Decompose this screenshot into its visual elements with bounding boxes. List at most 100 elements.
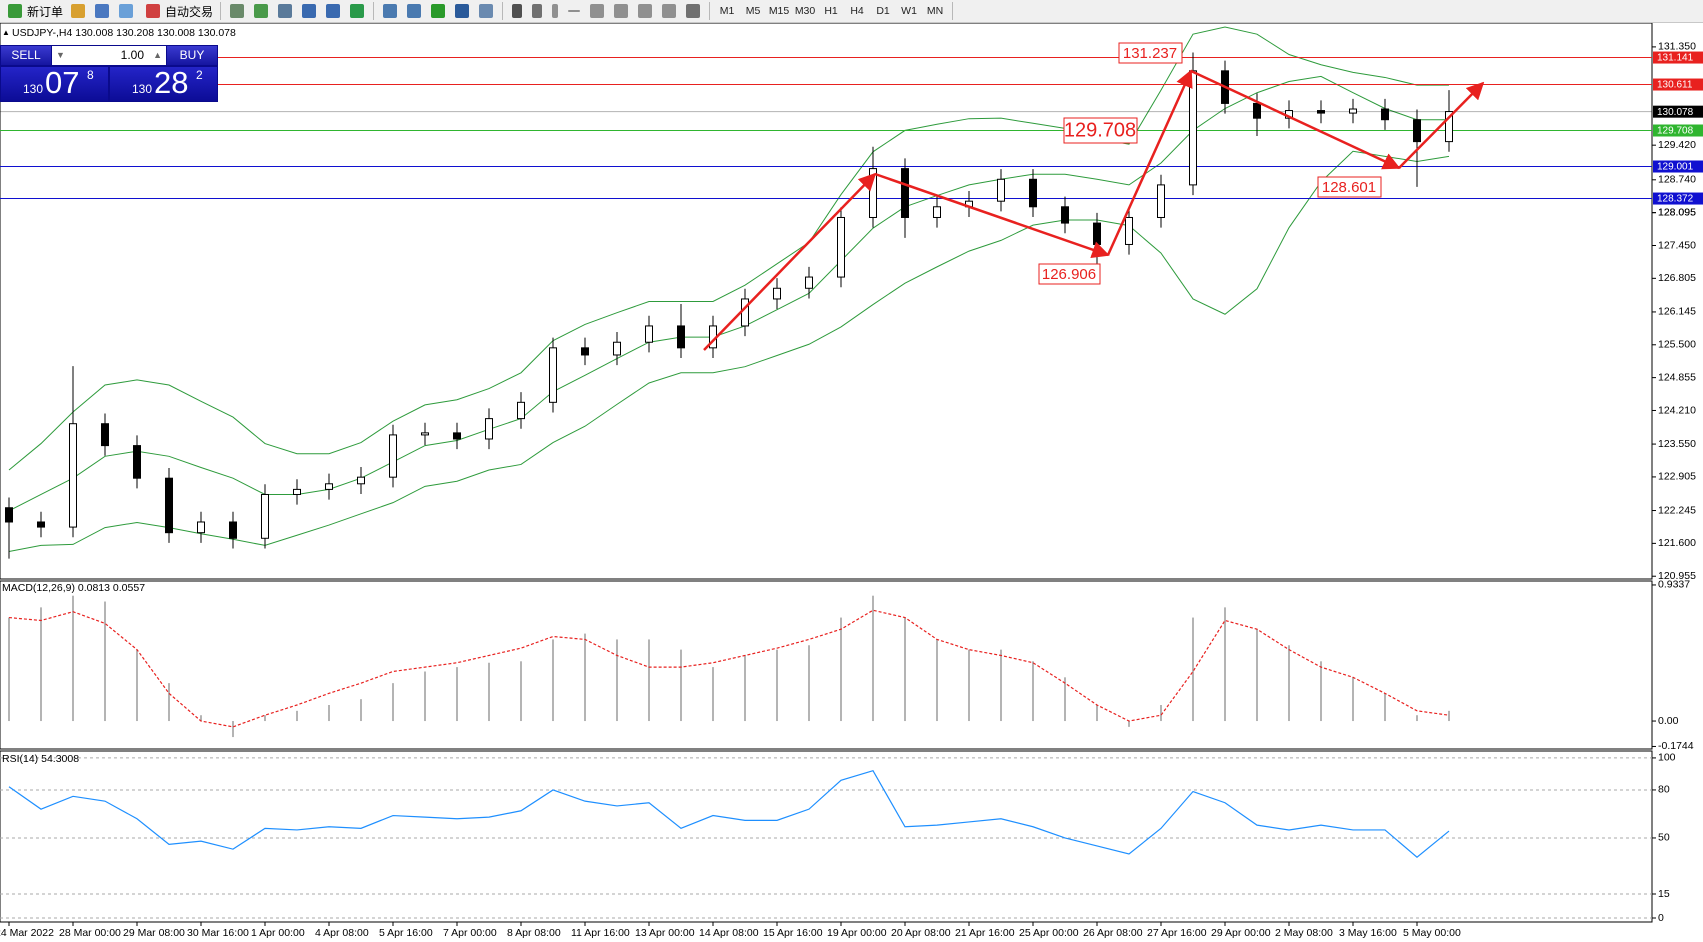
bollinger-middle: [8, 75, 1449, 512]
timeframe-button[interactable]: M1: [719, 5, 735, 17]
candle-body: [645, 325, 653, 343]
candle-body: [517, 401, 525, 420]
candle-body: [741, 298, 749, 327]
icon[interactable]: [552, 4, 559, 18]
icon[interactable]: [512, 4, 523, 18]
x-tick-label: 7 Apr 00:00: [443, 927, 497, 939]
annotation: 129.708: [1064, 119, 1136, 141]
x-tick-label: 25 Apr 00:00: [1019, 927, 1079, 939]
icon[interactable]: [479, 4, 494, 18]
one-click-trading: SELL ▼ 1.00 ▲ BUY 130 07 8 130 28 2: [0, 45, 218, 102]
auto-trading-button[interactable]: 自动交易: [141, 1, 213, 21]
icon[interactable]: [326, 4, 341, 18]
icon[interactable]: [350, 4, 365, 18]
y-tick-label: 15: [1658, 888, 1670, 900]
label: 自动交易: [165, 4, 214, 19]
icon[interactable]: [662, 4, 677, 18]
icon[interactable]: [407, 4, 422, 18]
candle-body: [549, 347, 557, 403]
header-value: 0.0813: [78, 582, 110, 594]
price-label: 131.141: [1657, 53, 1694, 64]
y-tick-label: 0.00: [1658, 715, 1679, 727]
candle-body: [37, 521, 45, 528]
y-tick-label: 126.805: [1658, 272, 1696, 284]
icon[interactable]: [302, 4, 317, 18]
price-label: 129.001: [1657, 162, 1694, 173]
timeframe-button[interactable]: M5: [745, 5, 761, 17]
candle-body: [581, 347, 589, 356]
x-tick-label: 24 Mar 2022: [0, 927, 54, 939]
candle-body: [69, 423, 77, 528]
y-tick-label: 123.550: [1658, 438, 1696, 450]
x-tick-label: 19 Apr 00:00: [827, 927, 887, 939]
trend-arrows: [703, 69, 1485, 351]
candle-body: [389, 434, 397, 478]
buy-button[interactable]: BUY: [167, 46, 217, 65]
y-tick-label: 124.855: [1658, 371, 1696, 383]
icon[interactable]: [383, 4, 398, 18]
timeframe-button[interactable]: M30: [794, 5, 816, 17]
bid-price[interactable]: 130 07 8: [1, 65, 108, 101]
icon[interactable]: [71, 4, 86, 18]
ask-price[interactable]: 130 28 2: [110, 65, 217, 101]
candle-body: [1157, 184, 1165, 218]
y-tick-label: 0: [1658, 912, 1664, 924]
candle-body: [421, 432, 429, 436]
candle-body: [1189, 70, 1197, 186]
y-tick-label: 128.095: [1658, 206, 1696, 218]
timeframe-button[interactable]: H4: [850, 5, 864, 17]
y-tick-label: 122.905: [1658, 471, 1696, 483]
x-tick-label: 13 Apr 00:00: [635, 927, 695, 939]
candle-body: [1093, 222, 1101, 245]
y-tick-label: 120.955: [1658, 570, 1696, 582]
y-tick-label: 50: [1658, 832, 1670, 844]
icon[interactable]: [638, 4, 653, 18]
icon[interactable]: [431, 4, 446, 18]
toolbar: 新订单 自动交易 M1 M5 M15 M30 H1 H4 D1 W1 MN: [0, 0, 1703, 23]
timeframes: M1 M5 M15 M30 H1 H4 D1 W1 MN: [714, 5, 948, 17]
icon[interactable]: [119, 4, 134, 18]
icon[interactable]: [614, 4, 629, 18]
x-tick-label: 21 Apr 16:00: [955, 927, 1015, 939]
candle-body: [261, 493, 269, 539]
icon[interactable]: [230, 4, 245, 18]
x-tick-label: 11 Apr 16:00: [571, 927, 630, 939]
price-big: 130: [23, 82, 44, 96]
y-tick-label: 100: [1658, 752, 1676, 764]
candle-body: [293, 488, 301, 495]
x-tick-label: 8 Apr 08:00: [507, 927, 561, 939]
timeframe-button[interactable]: M15: [768, 5, 790, 17]
candle-body: [453, 432, 461, 440]
timeframe-button[interactable]: H1: [824, 5, 838, 17]
x-tick-label: 30 Mar 16:00: [187, 927, 249, 939]
icon[interactable]: [254, 4, 269, 18]
candle-body: [1125, 216, 1133, 245]
x-tick-label: 26 Apr 08:00: [1083, 927, 1143, 939]
y-tick-label: 127.450: [1658, 239, 1696, 251]
icon[interactable]: [455, 4, 470, 18]
new-order-button[interactable]: 新订单: [3, 1, 63, 21]
annotation-box: [1038, 263, 1101, 285]
annotation-box: [1063, 117, 1138, 144]
x-tick-label: 2 May 08:00: [1275, 927, 1333, 939]
icon[interactable]: [95, 4, 110, 18]
rsi-header: RSI(14) 54.3008: [2, 753, 79, 765]
timeframe-button[interactable]: W1: [901, 5, 917, 17]
arrow: [703, 172, 877, 351]
price-main: 28: [154, 65, 189, 100]
lots-input[interactable]: ▼ 1.00 ▲: [52, 46, 166, 65]
icon[interactable]: [532, 4, 543, 18]
timeframe-button[interactable]: D1: [876, 5, 890, 17]
timeframe-button[interactable]: MN: [926, 5, 944, 17]
icon[interactable]: [686, 4, 701, 18]
candle-body: [357, 476, 365, 485]
y-tick-label: 126.145: [1658, 306, 1696, 318]
icon[interactable]: [590, 4, 605, 18]
x-tick-label: 5 May 00:00: [1403, 927, 1461, 939]
icon: [8, 4, 22, 18]
icon[interactable]: [568, 10, 581, 12]
icon: [146, 4, 161, 18]
icon[interactable]: [278, 4, 293, 18]
sell-button[interactable]: SELL: [1, 46, 51, 65]
